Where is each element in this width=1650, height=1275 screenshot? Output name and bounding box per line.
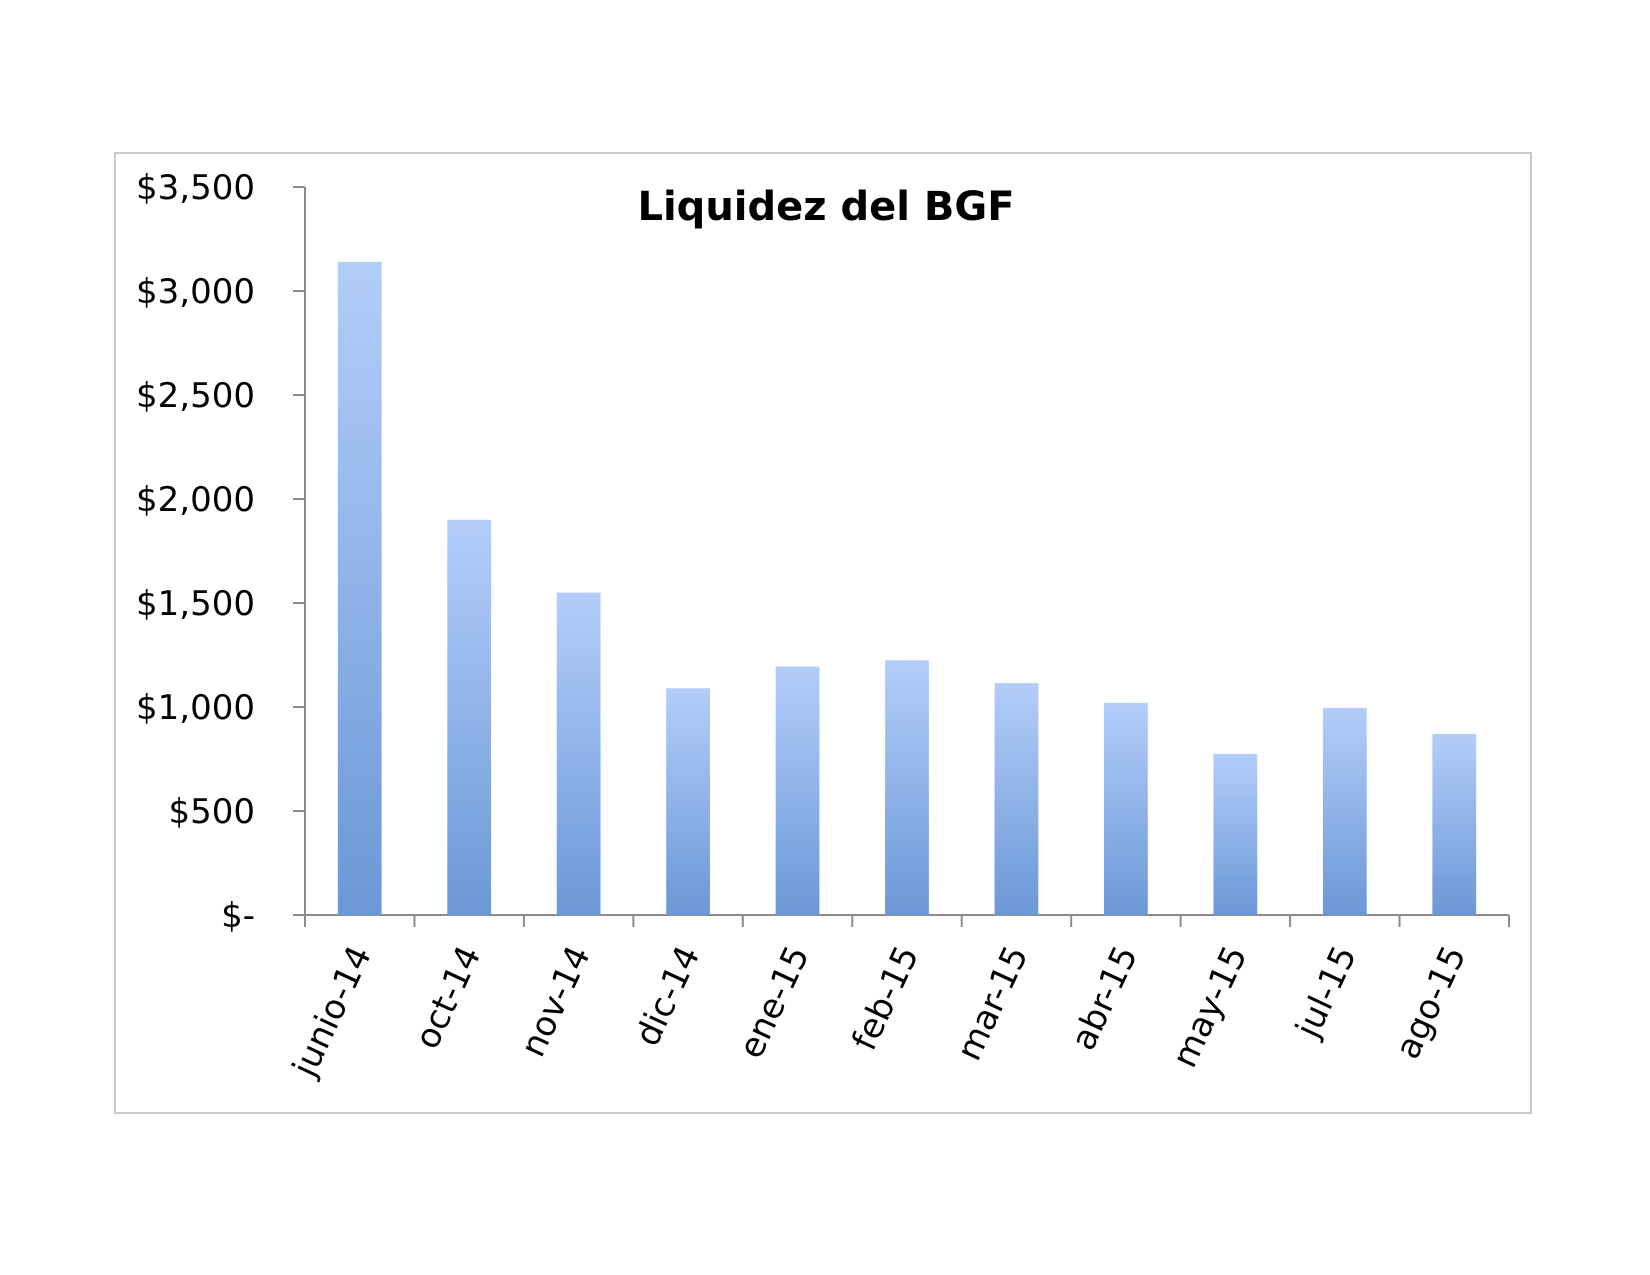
bar-ene-15 <box>775 666 820 915</box>
x-tick-label: dic-14 <box>628 940 709 1052</box>
x-tick-label: ago-15 <box>1388 940 1475 1065</box>
chart-title: Liquidez del BGF <box>637 184 1014 230</box>
x-tick-label: jul-15 <box>1288 940 1365 1045</box>
bar-abr-15 <box>1104 702 1148 915</box>
x-tick-label: feb-15 <box>844 940 927 1057</box>
bar-feb-15 <box>885 660 929 915</box>
y-tick-label: $3,000 <box>136 272 255 312</box>
y-tick-label: $3,500 <box>136 168 255 208</box>
x-tick-label: junio-14 <box>284 940 379 1084</box>
y-tick-label: $1,500 <box>136 584 255 624</box>
bar-dic-14 <box>666 688 710 915</box>
y-axis: $- $500 $1,000 $1,500 $2,000 $2,500 $3,000 $3,5… <box>136 168 306 936</box>
bar-oct-14 <box>447 519 492 915</box>
bar-jul-15 <box>1322 708 1367 915</box>
bar-ago-15 <box>1432 734 1477 915</box>
bars <box>337 261 1477 915</box>
y-tick-label: $- <box>221 896 255 936</box>
y-tick-label: $2,500 <box>136 376 255 416</box>
bar-nov-14 <box>556 592 601 915</box>
bar-junio-14 <box>337 261 382 915</box>
x-tick-label: mar-15 <box>949 940 1037 1067</box>
x-tick-label: may-15 <box>1165 940 1256 1074</box>
y-tick-label: $1,000 <box>136 688 255 728</box>
bar-may-15 <box>1213 753 1258 915</box>
y-tick-label: $500 <box>168 792 255 832</box>
y-tick-label: $2,000 <box>136 480 255 520</box>
x-tick-label: nov-14 <box>513 940 599 1063</box>
x-tick-label: abr-15 <box>1063 940 1146 1056</box>
x-tick-label: ene-15 <box>731 940 818 1065</box>
x-axis: junio-14 oct-14 nov-14 dic-14 ene-15 feb-15 ma… <box>284 914 1510 1084</box>
bar-mar-15 <box>994 683 1039 915</box>
x-tick-label: oct-14 <box>407 940 489 1055</box>
